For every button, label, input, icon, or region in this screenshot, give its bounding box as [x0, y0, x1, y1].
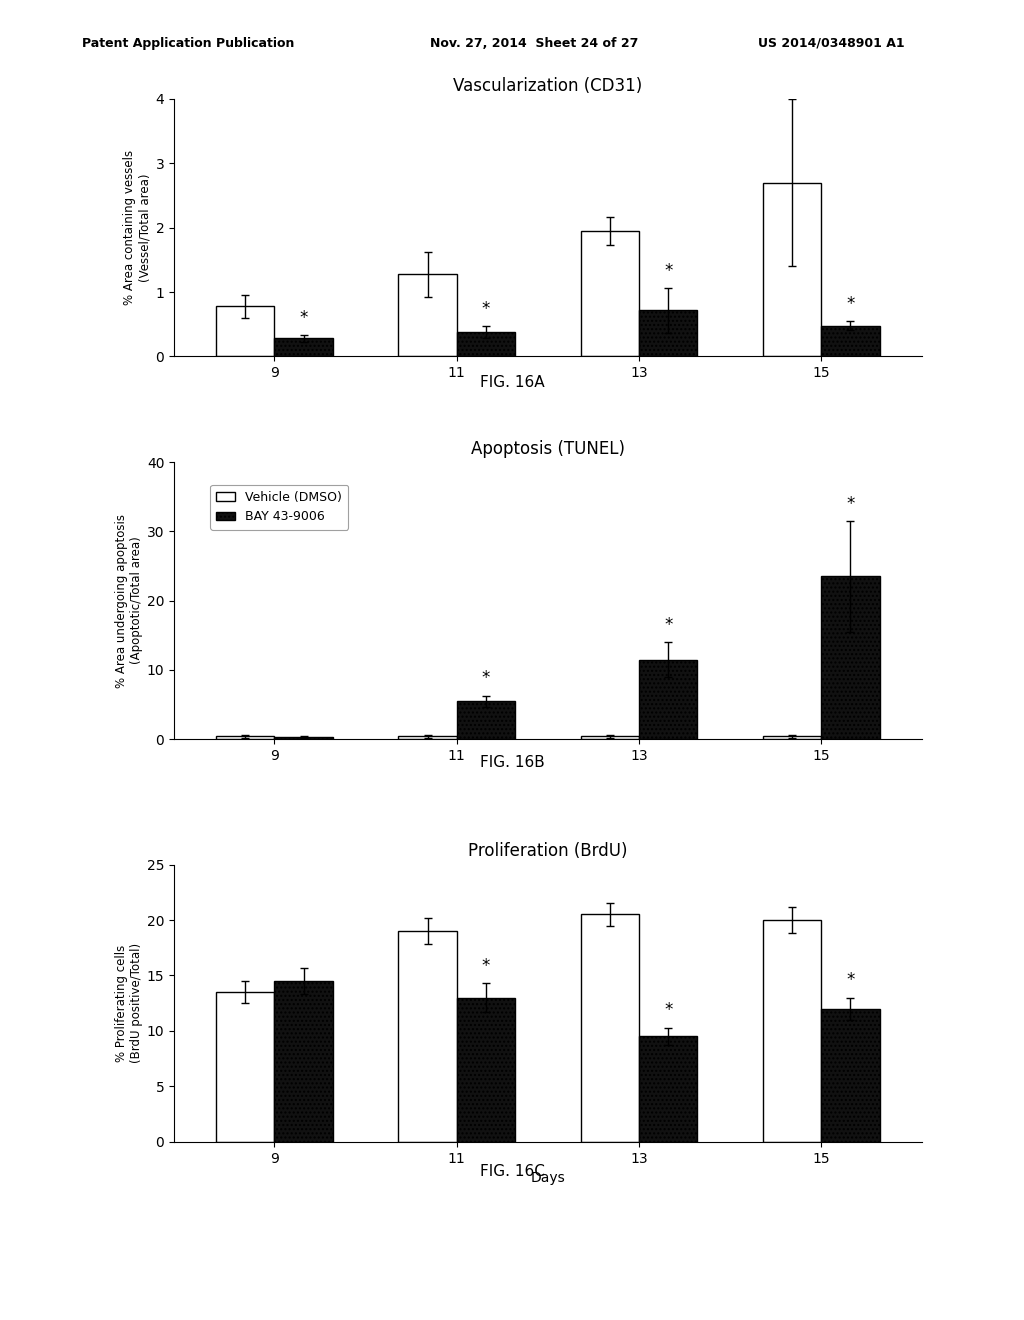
Bar	[581, 737, 639, 739]
Bar	[639, 1036, 697, 1142]
Bar	[639, 660, 697, 739]
Text: Patent Application Publication: Patent Application Publication	[82, 37, 294, 50]
Title: Proliferation (BrdU): Proliferation (BrdU)	[468, 842, 628, 861]
Text: *: *	[481, 669, 490, 688]
Bar	[821, 577, 880, 739]
Title: Vascularization (CD31): Vascularization (CD31)	[454, 77, 642, 95]
Text: *: *	[664, 616, 673, 634]
Bar	[821, 1008, 880, 1142]
Bar	[457, 331, 515, 356]
Text: FIG. 16B: FIG. 16B	[479, 755, 545, 770]
Text: FIG. 16C: FIG. 16C	[479, 1164, 545, 1179]
Y-axis label: % Area containing vessels
(Vessel/Total area): % Area containing vessels (Vessel/Total …	[123, 150, 152, 305]
Bar	[457, 701, 515, 739]
Text: *: *	[299, 309, 308, 327]
Bar	[763, 737, 821, 739]
Bar	[274, 338, 333, 356]
Text: *: *	[481, 300, 490, 318]
Bar	[398, 275, 457, 356]
Y-axis label: % Area undergoing apoptosis
(Apoptotic/Total area): % Area undergoing apoptosis (Apoptotic/T…	[115, 513, 142, 688]
Text: Nov. 27, 2014  Sheet 24 of 27: Nov. 27, 2014 Sheet 24 of 27	[430, 37, 638, 50]
Bar	[216, 993, 274, 1142]
Bar	[398, 931, 457, 1142]
Bar	[398, 737, 457, 739]
X-axis label: Days: Days	[530, 1171, 565, 1185]
Y-axis label: % Proliferating cells
(BrdU positive/Total): % Proliferating cells (BrdU positive/Tot…	[115, 942, 142, 1064]
Title: Apoptosis (TUNEL): Apoptosis (TUNEL)	[471, 440, 625, 458]
Text: *: *	[481, 957, 490, 975]
Text: *: *	[664, 261, 673, 280]
Bar	[639, 310, 697, 356]
Bar	[216, 306, 274, 356]
Bar	[216, 737, 274, 739]
Text: FIG. 16A: FIG. 16A	[479, 375, 545, 389]
Bar	[581, 231, 639, 356]
Text: *: *	[664, 1002, 673, 1019]
Bar	[274, 737, 333, 739]
Bar	[763, 182, 821, 356]
Text: US 2014/0348901 A1: US 2014/0348901 A1	[758, 37, 904, 50]
Bar	[763, 920, 821, 1142]
Legend: Vehicle (DMSO), BAY 43-9006: Vehicle (DMSO), BAY 43-9006	[210, 484, 348, 529]
Bar	[581, 915, 639, 1142]
Text: *: *	[846, 972, 855, 990]
Text: *: *	[846, 296, 855, 313]
Bar	[457, 998, 515, 1142]
Bar	[821, 326, 880, 356]
Text: *: *	[846, 495, 855, 512]
Bar	[274, 981, 333, 1142]
